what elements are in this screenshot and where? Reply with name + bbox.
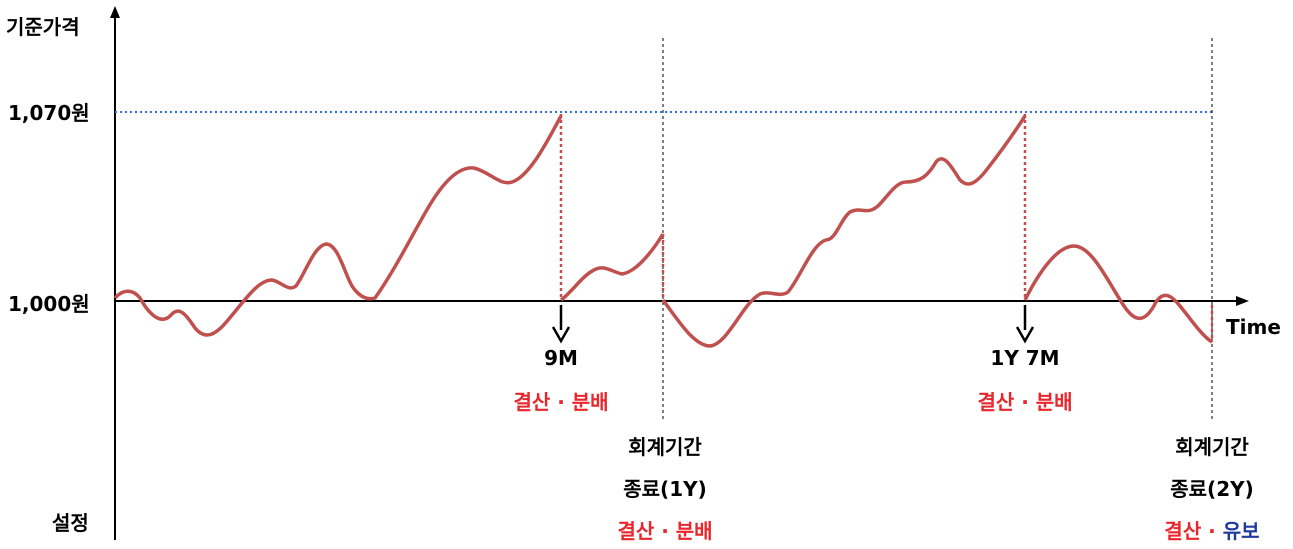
y-tick-1070: 1,070원 <box>8 101 90 125</box>
event-9m-action: 결산 · 분배 <box>513 390 608 414</box>
down-arrow-1y7m-head-icon <box>1015 326 1035 344</box>
nav-curve-segment-4 <box>1023 244 1213 344</box>
period-end-2y-action: 결산 · 유보 <box>1164 519 1259 543</box>
event-1y7m-period: 1Y 7M <box>990 346 1059 370</box>
y-axis-start-label: 설정 <box>52 511 89 535</box>
y-tick-1000: 1,000원 <box>8 292 90 316</box>
x-axis-arrow-icon <box>1236 296 1249 306</box>
nav-curve-segment-1 <box>113 115 563 337</box>
nav-curve-segment-3 <box>661 115 1027 348</box>
y-axis-title: 기준가격 <box>6 15 80 39</box>
period-end-2y-line1: 회계기간 <box>1175 435 1249 459</box>
nav-curve-segment-2 <box>559 233 665 302</box>
period-end-1y-action: 결산 · 분배 <box>617 519 712 543</box>
period-end-2y-action-retain: 유보 <box>1223 519 1260 543</box>
y-axis-arrow-icon <box>110 6 120 18</box>
period-end-2y-line2: 종료(2Y) <box>1170 477 1253 501</box>
period-end-1y-line1: 회계기간 <box>628 435 702 459</box>
down-arrow-9m-head-icon <box>551 326 571 344</box>
period-end-1y-line2: 종료(1Y) <box>623 477 706 501</box>
event-1y7m-action: 결산 · 분배 <box>977 390 1072 414</box>
period-end-2y-action-settle: 결산 · <box>1164 519 1222 543</box>
x-axis-label: Time <box>1226 315 1281 339</box>
event-9m-period: 9M <box>544 346 578 370</box>
